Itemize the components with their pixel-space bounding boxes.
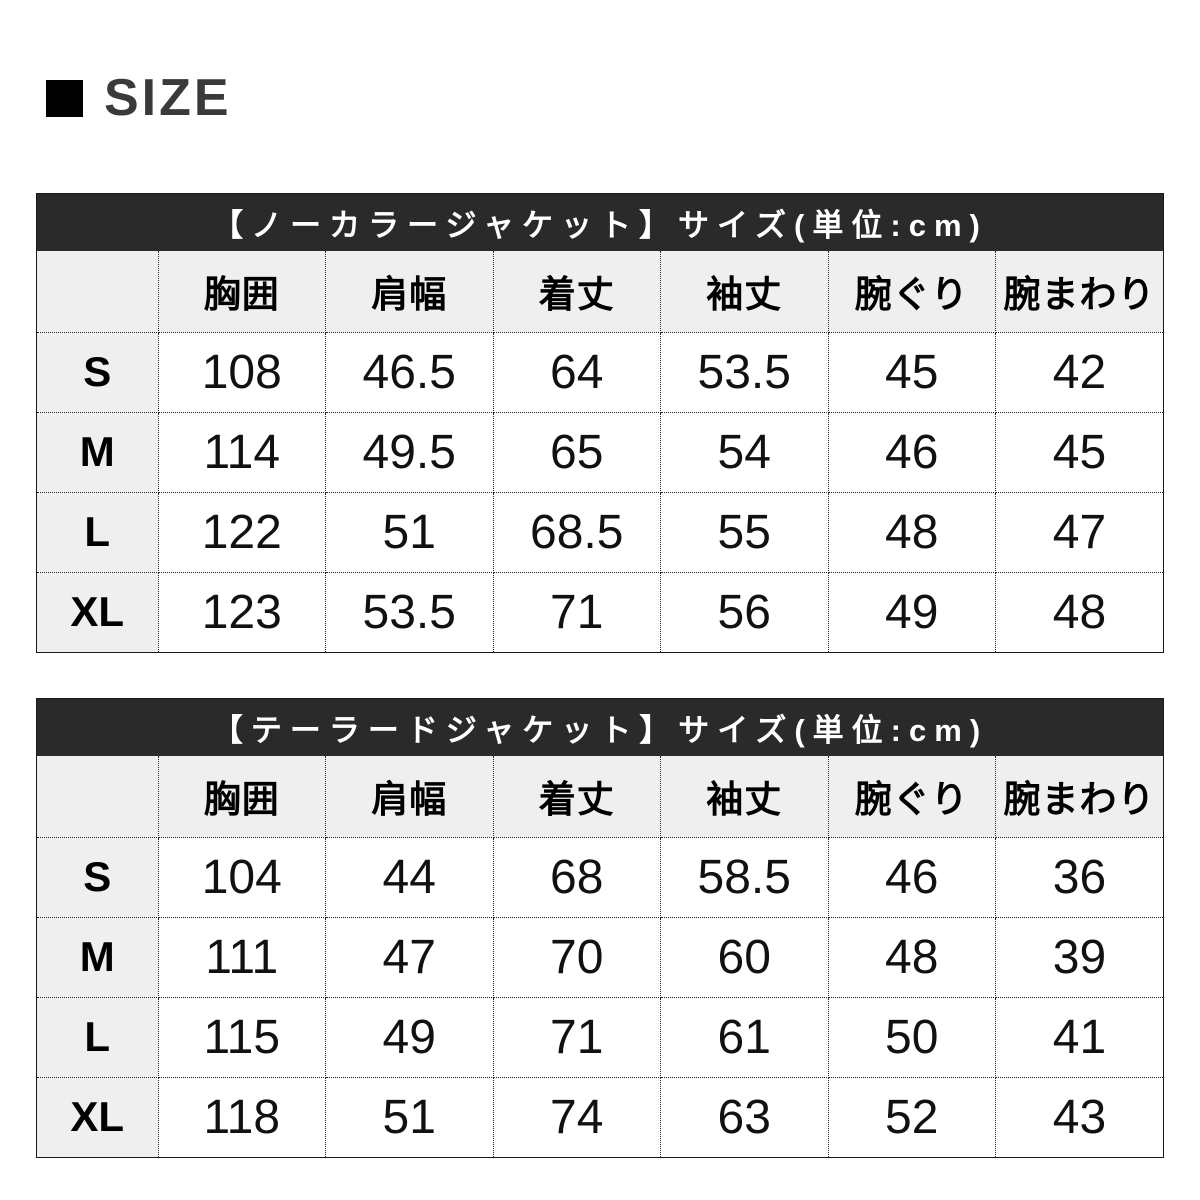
size-value: 108 (157, 331, 326, 413)
table-title: 【テーラードジャケット】サイズ(単位:cm) (37, 699, 1163, 756)
size-value: 58.5 (660, 836, 829, 918)
page-title: SIZE (104, 69, 232, 127)
size-value: 104 (157, 836, 326, 918)
column-header-sleeve: 袖丈 (660, 251, 829, 333)
table-title: 【ノーカラージャケット】サイズ(単位:cm) (37, 194, 1163, 251)
size-value: 49 (325, 996, 494, 1078)
size-value: 115 (157, 996, 326, 1078)
size-value: 42 (995, 331, 1163, 413)
size-table: 【テーラードジャケット】サイズ(単位:cm) 胸囲 肩幅 着丈 袖丈 腕ぐり 腕… (37, 699, 1163, 1157)
size-value: 122 (157, 491, 326, 573)
size-value: 49.5 (325, 411, 494, 493)
column-header-sleeve: 袖丈 (660, 756, 829, 838)
size-value: 74 (492, 1076, 661, 1157)
column-header-armhole: 腕ぐり (827, 251, 996, 333)
size-value: 51 (325, 1076, 494, 1157)
size-label: S (37, 836, 159, 918)
size-value: 46 (827, 411, 996, 493)
column-header-chest: 胸囲 (157, 251, 326, 333)
size-value: 41 (995, 996, 1163, 1078)
size-value: 39 (995, 916, 1163, 998)
table-row-l: L 115 49 71 61 50 41 (37, 996, 1163, 1078)
size-value: 48 (827, 491, 996, 573)
size-value: 36 (995, 836, 1163, 918)
size-value: 47 (995, 491, 1163, 573)
size-value: 111 (157, 916, 326, 998)
size-label: S (37, 331, 159, 413)
size-value: 44 (325, 836, 494, 918)
size-value: 63 (660, 1076, 829, 1157)
size-value: 45 (995, 411, 1163, 493)
size-label: M (37, 916, 159, 998)
size-value: 46.5 (325, 331, 494, 413)
size-value: 51 (325, 491, 494, 573)
size-value: 47 (325, 916, 494, 998)
size-value: 70 (492, 916, 661, 998)
page-heading: SIZE (46, 69, 1200, 127)
size-value: 46 (827, 836, 996, 918)
column-header-chest: 胸囲 (157, 756, 326, 838)
column-header-blank (37, 251, 159, 333)
size-value: 48 (995, 571, 1163, 652)
table-row-m: M 114 49.5 65 54 46 45 (37, 411, 1163, 493)
size-label: L (37, 491, 159, 573)
size-value: 54 (660, 411, 829, 493)
size-label: XL (37, 1076, 159, 1157)
size-value: 55 (660, 491, 829, 573)
size-label: XL (37, 571, 159, 652)
column-header-shoulder: 肩幅 (325, 251, 494, 333)
column-header-arm-circumference: 腕まわり (995, 251, 1163, 333)
column-header-arm-circumference: 腕まわり (995, 756, 1163, 838)
table-row-s: S 104 44 68 58.5 46 36 (37, 836, 1163, 918)
column-header-row: 胸囲 肩幅 着丈 袖丈 腕ぐり 腕まわり (37, 251, 1163, 333)
size-value: 56 (660, 571, 829, 652)
size-value: 53.5 (325, 571, 494, 652)
size-value: 50 (827, 996, 996, 1078)
table-row-s: S 108 46.5 64 53.5 45 42 (37, 331, 1163, 413)
table-title-row: 【テーラードジャケット】サイズ(単位:cm) (37, 699, 1163, 756)
size-label: L (37, 996, 159, 1078)
size-value: 64 (492, 331, 661, 413)
size-value: 49 (827, 571, 996, 652)
column-header-armhole: 腕ぐり (827, 756, 996, 838)
size-value: 71 (492, 571, 661, 652)
size-value: 71 (492, 996, 661, 1078)
table-row-xl: XL 118 51 74 63 52 43 (37, 1076, 1163, 1157)
size-table-tailored-jacket: 【テーラードジャケット】サイズ(単位:cm) 胸囲 肩幅 着丈 袖丈 腕ぐり 腕… (36, 698, 1164, 1158)
table-title-row: 【ノーカラージャケット】サイズ(単位:cm) (37, 194, 1163, 251)
size-value: 43 (995, 1076, 1163, 1157)
size-value: 60 (660, 916, 829, 998)
column-header-length: 着丈 (492, 756, 661, 838)
column-header-length: 着丈 (492, 251, 661, 333)
size-value: 48 (827, 916, 996, 998)
size-value: 61 (660, 996, 829, 1078)
size-value: 52 (827, 1076, 996, 1157)
size-value: 65 (492, 411, 661, 493)
column-header-shoulder: 肩幅 (325, 756, 494, 838)
size-value: 68 (492, 836, 661, 918)
size-table: 【ノーカラージャケット】サイズ(単位:cm) 胸囲 肩幅 着丈 袖丈 腕ぐり 腕… (37, 194, 1163, 652)
table-row-l: L 122 51 68.5 55 48 47 (37, 491, 1163, 573)
size-value: 53.5 (660, 331, 829, 413)
size-label: M (37, 411, 159, 493)
size-value: 68.5 (492, 491, 661, 573)
size-value: 118 (157, 1076, 326, 1157)
size-value: 123 (157, 571, 326, 652)
column-header-row: 胸囲 肩幅 着丈 袖丈 腕ぐり 腕まわり (37, 756, 1163, 838)
size-table-nocollar-jacket: 【ノーカラージャケット】サイズ(単位:cm) 胸囲 肩幅 着丈 袖丈 腕ぐり 腕… (36, 193, 1164, 653)
table-row-m: M 111 47 70 60 48 39 (37, 916, 1163, 998)
heading-square-icon (46, 79, 83, 117)
size-value: 45 (827, 331, 996, 413)
table-row-xl: XL 123 53.5 71 56 49 48 (37, 571, 1163, 652)
column-header-blank (37, 756, 159, 838)
size-value: 114 (157, 411, 326, 493)
